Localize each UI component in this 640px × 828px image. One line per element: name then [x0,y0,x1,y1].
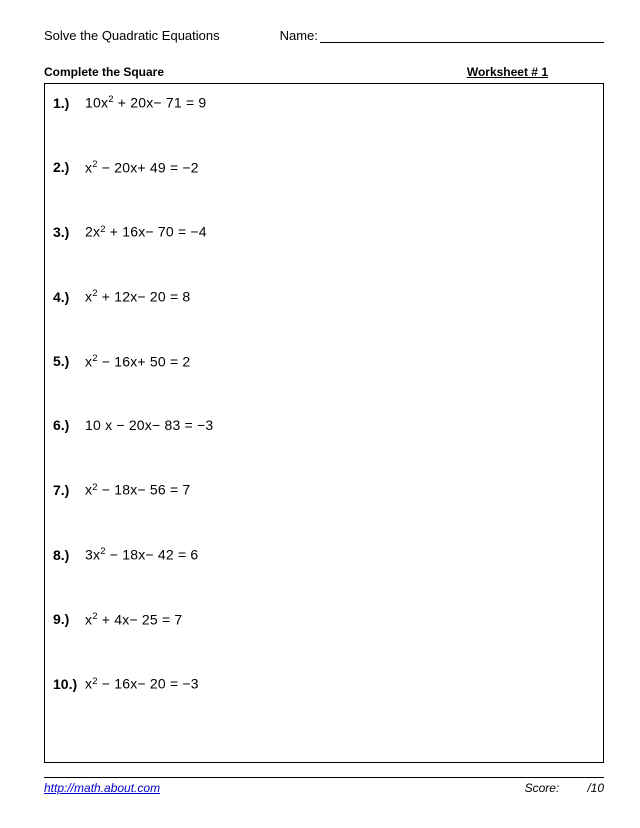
exponent: 2 [100,546,106,557]
problem-number: 4.) [53,289,85,305]
problem-equation: x2 − 16x+ 50 = 2 [85,353,190,370]
exponent: 2 [92,159,98,170]
problem-equation: x2 − 20x+ 49 = −2 [85,159,199,176]
problem-row: 1.)10x2 + 20x− 71 = 9 [53,94,595,111]
score-label: Score: [525,781,560,795]
equation-rest: − 20x− 83 = −3 [112,417,213,433]
equation-rest: − 18x− 56 = 7 [98,482,191,498]
problem-row: 2.)x2 − 20x+ 49 = −2 [53,159,595,176]
worksheet-number: Worksheet # 1 [467,65,548,79]
problem-row: 9.)x2 + 4x− 25 = 7 [53,611,595,628]
coef-a: 2 [85,224,93,240]
name-label: Name: [280,28,318,43]
equation-rest: − 20x+ 49 = −2 [98,159,199,175]
problem-row: 8.)3x2 − 18x− 42 = 6 [53,546,595,563]
exponent: 2 [92,353,98,364]
coef-a: 10 [85,417,105,433]
problem-row: 10.)x2 − 16x− 20 = −3 [53,675,595,692]
score-total: /10 [587,781,604,795]
name-input-line[interactable] [320,29,604,43]
problem-row: 7.)x2 − 18x− 56 = 7 [53,481,595,498]
equation-rest: − 16x− 20 = −3 [98,676,199,692]
problem-number: 7.) [53,482,85,498]
problem-number: 10.) [53,676,85,692]
equation-rest: + 16x− 70 = −4 [106,224,207,240]
equation-rest: + 20x− 71 = 9 [114,95,207,111]
source-link[interactable]: http://math.about.com [44,781,160,795]
equation-rest: + 4x− 25 = 7 [98,611,183,627]
exponent: 2 [92,288,98,299]
score-area: Score: /10 [525,781,604,795]
exponent: 2 [92,611,98,622]
problem-number: 8.) [53,547,85,563]
coef-a: 3 [85,547,93,563]
equation-rest: − 18x− 42 = 6 [106,547,199,563]
problem-equation: 2x2 + 16x− 70 = −4 [85,223,207,240]
exponent: 2 [92,676,98,687]
problems-container: 1.)10x2 + 20x− 71 = 9 2.)x2 − 20x+ 49 = −… [44,83,604,763]
problem-row: 5.)x2 − 16x+ 50 = 2 [53,353,595,370]
problem-equation: 10 x − 20x− 83 = −3 [85,417,213,433]
equation-rest: − 16x+ 50 = 2 [98,353,191,369]
subheader-row: Complete the Square Worksheet # 1 [44,65,604,79]
footer: http://math.about.com Score: /10 [44,777,604,795]
problem-equation: x2 + 4x− 25 = 7 [85,611,182,628]
problem-equation: 10x2 + 20x− 71 = 9 [85,94,206,111]
problem-equation: x2 − 16x− 20 = −3 [85,675,199,692]
problem-row: 6.)10 x − 20x− 83 = −3 [53,417,595,433]
exponent: 2 [100,224,106,235]
problem-row: 4.)x2 + 12x− 20 = 8 [53,288,595,305]
problem-number: 2.) [53,159,85,175]
problem-row: 3.)2x2 + 16x− 70 = −4 [53,223,595,240]
exponent: 2 [108,94,114,105]
problem-equation: x2 − 18x− 56 = 7 [85,481,190,498]
problem-number: 3.) [53,224,85,240]
header-row: Solve the Quadratic Equations Name: [44,28,604,43]
problem-equation: 3x2 − 18x− 42 = 6 [85,546,198,563]
problem-number: 9.) [53,611,85,627]
section-subtitle: Complete the Square [44,65,164,79]
problem-equation: x2 + 12x− 20 = 8 [85,288,190,305]
problem-number: 6.) [53,417,85,433]
coef-a: 10 [85,95,101,111]
equation-rest: + 12x− 20 = 8 [98,289,191,305]
exponent: 2 [92,482,98,493]
page-title: Solve the Quadratic Equations [44,28,220,43]
problem-number: 1.) [53,95,85,111]
problem-number: 5.) [53,353,85,369]
